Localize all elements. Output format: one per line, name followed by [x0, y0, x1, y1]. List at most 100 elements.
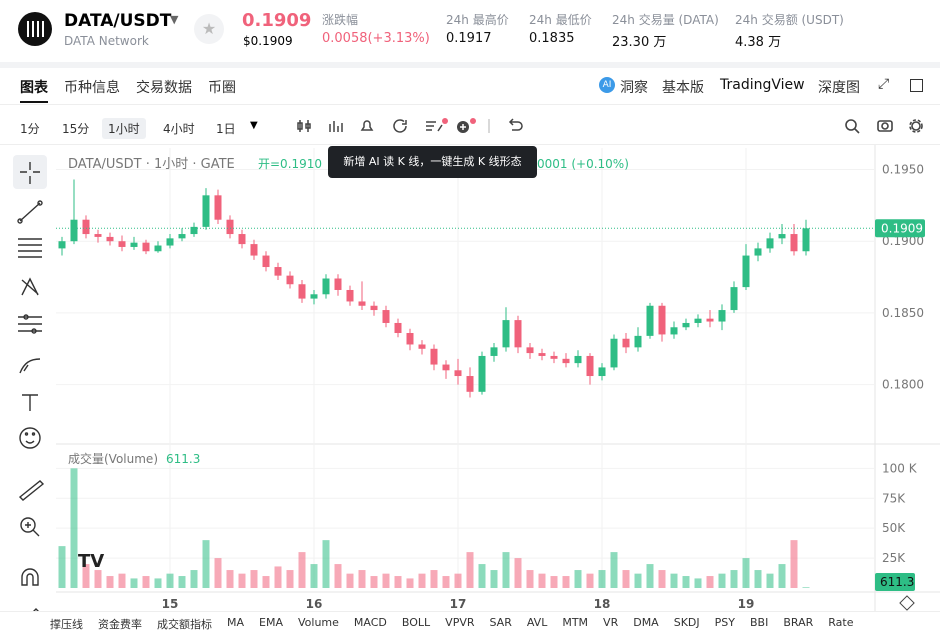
volume-bar	[130, 578, 138, 588]
indicator[interactable]: VR	[603, 616, 619, 629]
candle-body	[310, 294, 318, 299]
indicator[interactable]: SAR	[489, 616, 512, 629]
indicator[interactable]: MTM	[562, 616, 589, 629]
candle-body	[610, 338, 618, 368]
y-tick-label: 0.1900	[882, 234, 924, 248]
candle-body	[202, 195, 210, 227]
indicator[interactable]: AVL	[526, 616, 548, 629]
interval[interactable]: 1分	[20, 122, 40, 136]
candle-body	[70, 219, 78, 242]
volume-bar	[118, 573, 126, 588]
indicator[interactable]: BBI	[749, 616, 769, 629]
indicator[interactable]: EMA	[259, 616, 283, 629]
volume-bar	[622, 570, 630, 588]
candle-body	[286, 275, 294, 285]
volume-bar	[418, 573, 426, 588]
volume-bar	[226, 570, 234, 588]
toolbar: 1分 15分 1小时 4小时 1日 ▼	[0, 108, 940, 145]
indicator[interactable]: 撑压线	[50, 618, 83, 631]
volume-bar	[430, 570, 438, 588]
tab[interactable]: 图表	[20, 80, 48, 96]
dropdown[interactable]: ▼	[170, 13, 179, 26]
candle-body	[382, 310, 390, 323]
volume-bar	[286, 570, 294, 588]
indicator[interactable]: PSY	[714, 616, 735, 629]
indicator[interactable]: Volume	[297, 616, 339, 629]
candle-body	[562, 358, 570, 364]
tab[interactable]: 交易数据	[136, 80, 192, 96]
volume-bar	[790, 540, 798, 588]
volume-bar	[610, 552, 618, 588]
candle-body	[418, 344, 426, 349]
tab[interactable]: 深度图	[818, 80, 860, 96]
volume-bar	[718, 573, 726, 588]
volume-bar	[94, 570, 102, 588]
candle-body	[574, 355, 582, 364]
volume-bar	[178, 576, 186, 588]
volume-bar	[706, 576, 714, 588]
volume-bar	[574, 570, 582, 588]
volume-bar	[106, 576, 114, 588]
candle-body	[538, 353, 546, 356]
header: DATA/USDT ▼ DATA Network ★ 0.1909 $0.190…	[0, 0, 940, 68]
indicator[interactable]: Rate	[828, 616, 854, 629]
volume-bar	[478, 564, 486, 588]
tab[interactable]: TradingView	[720, 77, 805, 93]
candle-body	[502, 320, 510, 348]
volume-bar	[490, 570, 498, 588]
x-tick-label: 19	[738, 597, 755, 611]
volume-bar	[154, 578, 162, 588]
volume-bar	[778, 564, 786, 588]
candle-body	[658, 305, 666, 335]
volume-title: 成交量(Volume)	[68, 451, 158, 466]
candle-body	[154, 245, 162, 252]
dropdown[interactable]: ▼	[250, 120, 258, 131]
stat-value: 0.1835	[529, 31, 575, 46]
indicator[interactable]: MACD	[353, 616, 387, 629]
logo	[18, 12, 52, 46]
indicator[interactable]: VPVR	[445, 616, 475, 629]
interval[interactable]: 4小时	[163, 122, 195, 136]
candle-body	[718, 310, 726, 322]
tab[interactable]: 币圈	[208, 80, 236, 96]
candle-body	[550, 355, 558, 359]
indicator[interactable]: BRAR	[783, 616, 814, 629]
interval[interactable]: 1小时	[102, 118, 146, 139]
candle-body	[346, 289, 354, 302]
indicator[interactable]: 成交额指标	[157, 618, 212, 631]
candle-body	[766, 238, 774, 249]
y-tick-label: 0.1950	[882, 163, 924, 177]
tab[interactable]: 洞察	[620, 80, 648, 96]
candle-body	[670, 327, 678, 335]
candle-body	[238, 234, 246, 245]
x-tick-label: 16	[306, 597, 323, 611]
volume-tick-label: 50K	[882, 521, 906, 535]
candle-body	[274, 267, 282, 276]
volume-bar	[646, 564, 654, 588]
candle-body	[250, 244, 258, 256]
tab[interactable]: 币种信息	[64, 80, 120, 96]
volume-bar	[658, 570, 666, 588]
candle-body	[370, 305, 378, 311]
indicator[interactable]: DMA	[633, 616, 659, 629]
tab[interactable]: 基本版	[662, 80, 704, 96]
candle-body	[406, 333, 414, 345]
indicator[interactable]: BOLL	[401, 616, 431, 629]
pair[interactable]: DATA/USDT	[64, 11, 172, 31]
candle-body	[730, 287, 738, 311]
stat-value: 4.38 万	[735, 35, 782, 50]
interval[interactable]: 1日	[216, 122, 236, 136]
window-icon[interactable]	[910, 79, 923, 92]
candle-body	[190, 226, 198, 235]
volume-bar	[754, 570, 762, 588]
x-tick-label: 15	[162, 597, 179, 611]
volume-bar	[526, 570, 534, 588]
interval[interactable]: 15分	[62, 122, 90, 136]
favorite[interactable]: ★	[194, 14, 224, 44]
indicator[interactable]: SKDJ	[673, 616, 700, 629]
indicator[interactable]: MA	[227, 616, 245, 629]
candle-body	[130, 242, 138, 247]
candle-body	[298, 284, 306, 299]
indicator[interactable]: 资金费率	[98, 618, 142, 631]
expand-icon[interactable]: ⤢	[878, 76, 890, 92]
